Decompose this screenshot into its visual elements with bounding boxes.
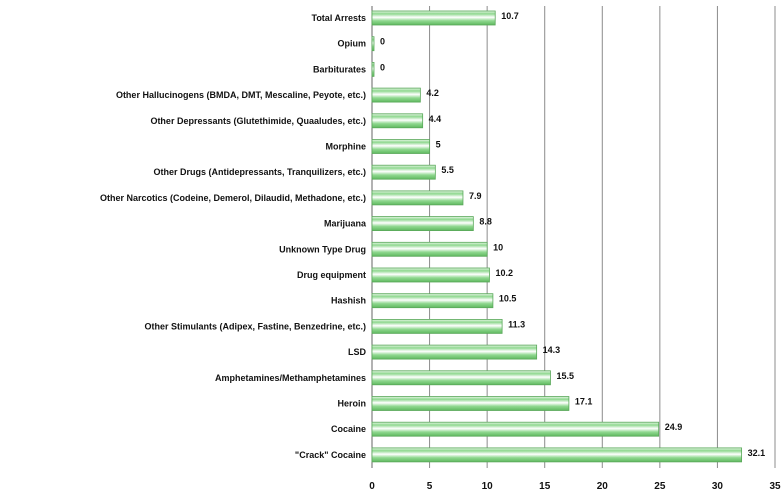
- value-label: 7.9: [469, 191, 482, 201]
- value-labels: 10.7 0 0 4.2 4.4 5 5.5 7.9 8.8 10 10.2 10.5 11.3 14.3…: [380, 11, 765, 458]
- category-label: Other Depressants (Glutethimide, Quaalud…: [150, 116, 366, 126]
- category-label: Other Stimulants (Adipex, Fastine, Benze…: [144, 321, 366, 331]
- x-tick-label: 25: [654, 481, 666, 492]
- category-label: Cocaine: [331, 424, 366, 434]
- bar: [372, 62, 374, 76]
- bar: [372, 242, 487, 256]
- x-axis-ticks: 0 5 10 15 20 25 30 35: [369, 481, 781, 492]
- x-tick-label: 5: [427, 481, 433, 492]
- bar: [372, 371, 550, 385]
- category-label: Morphine: [326, 142, 367, 152]
- category-label: Other Narcotics (Codeine, Demerol, Dilau…: [100, 193, 366, 203]
- category-label: "Crack" Cocaine: [295, 450, 366, 460]
- category-label: Marijuana: [324, 219, 367, 229]
- x-tick-label: 15: [539, 481, 551, 492]
- value-label: 10.7: [501, 11, 519, 21]
- category-label: Opium: [338, 39, 367, 49]
- bar: [372, 140, 430, 154]
- value-label: 0: [380, 37, 385, 47]
- bar: [372, 88, 420, 102]
- value-label: 15.5: [556, 371, 574, 381]
- category-labels: Total Arrests Opium Barbiturates Other Hall…: [100, 13, 367, 460]
- bar: [372, 114, 423, 128]
- bar: [372, 268, 489, 282]
- value-label: 10.5: [499, 294, 517, 304]
- value-label: 11.3: [508, 319, 525, 329]
- bar: [372, 191, 463, 205]
- category-label: Drug equipment: [297, 270, 366, 280]
- category-label: LSD: [348, 347, 367, 357]
- category-label: Heroin: [337, 399, 366, 409]
- bar: [372, 294, 493, 308]
- bar: [372, 11, 495, 25]
- value-label: 8.8: [479, 217, 492, 227]
- bar: [372, 217, 473, 231]
- bar: [372, 345, 537, 359]
- bar: [372, 165, 435, 179]
- value-label: 0: [380, 62, 385, 72]
- category-label: Hashish: [331, 296, 366, 306]
- x-tick-label: 35: [769, 481, 781, 492]
- category-label: Other Hallucinogens (BMDA, DMT, Mescalin…: [116, 90, 366, 100]
- x-tick-label: 30: [712, 481, 724, 492]
- value-label: 5: [436, 140, 441, 150]
- value-label: 4.4: [429, 114, 442, 124]
- x-tick-label: 0: [369, 481, 375, 492]
- bar: [372, 319, 502, 333]
- x-tick-label: 20: [597, 481, 609, 492]
- category-label: Other Drugs (Antidepressants, Tranquiliz…: [153, 167, 366, 177]
- value-label: 10: [493, 242, 503, 252]
- category-label: Barbiturates: [313, 64, 366, 74]
- value-label: 10.2: [495, 268, 513, 278]
- bar: [372, 448, 742, 462]
- value-label: 17.1: [575, 397, 593, 407]
- value-label: 24.9: [665, 422, 683, 432]
- value-label: 5.5: [441, 165, 454, 175]
- value-label: 4.2: [426, 88, 439, 98]
- category-label: Amphetamines/Methamphetamines: [215, 373, 366, 383]
- value-label: 32.1: [748, 448, 766, 458]
- bar: [372, 37, 374, 51]
- category-label: Unknown Type Drug: [279, 244, 366, 254]
- value-label: 14.3: [543, 345, 561, 355]
- category-label: Total Arrests: [311, 13, 366, 23]
- bar: [372, 422, 659, 436]
- bars: [372, 11, 742, 462]
- bar: [372, 397, 569, 411]
- x-tick-label: 10: [482, 481, 494, 492]
